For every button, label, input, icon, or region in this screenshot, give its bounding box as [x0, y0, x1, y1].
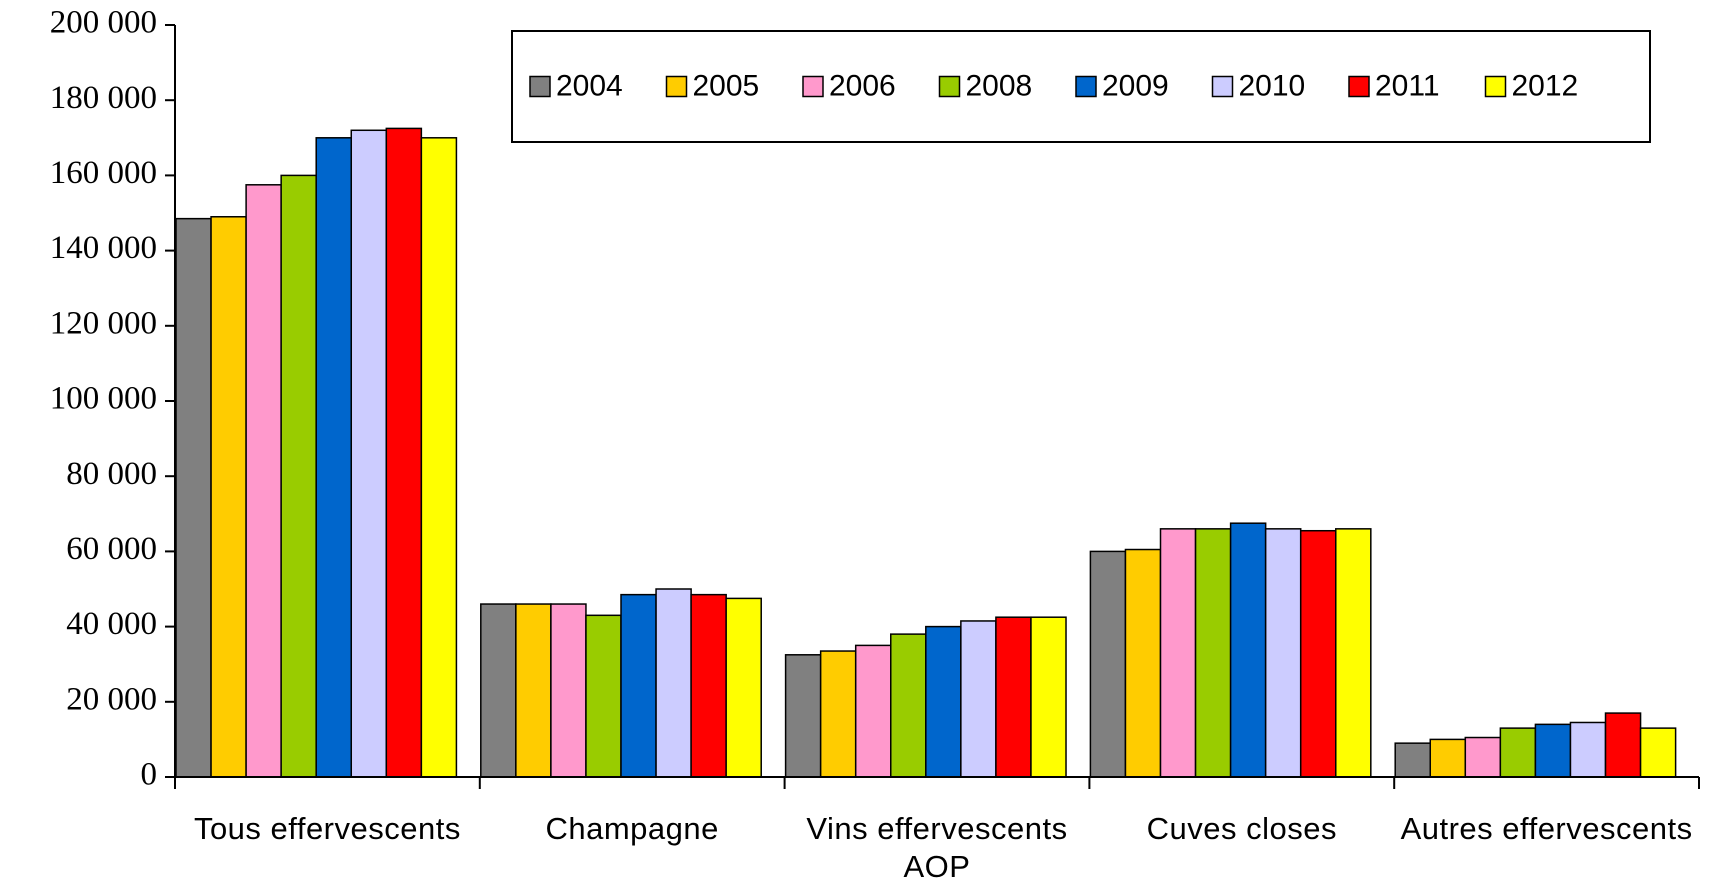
y-tick-label: 200 000 — [50, 5, 157, 41]
legend-swatch — [665, 75, 688, 98]
bar — [854, 644, 892, 778]
bar — [655, 588, 692, 778]
bar — [1429, 738, 1467, 778]
bar — [550, 603, 587, 778]
bar — [1394, 742, 1432, 778]
x-tick-label: Tous effervescents — [193, 811, 461, 846]
y-tick-label: 100 000 — [50, 381, 157, 417]
bar — [175, 217, 212, 778]
bar — [1499, 727, 1537, 778]
y-tick-label: 60 000 — [66, 531, 157, 567]
legend-swatch — [1348, 75, 1370, 98]
y-tick-label: 80 000 — [66, 456, 157, 492]
y-tick-label: 120 000 — [50, 305, 157, 341]
x-tick-label: Champagne — [545, 811, 719, 846]
bar — [1229, 522, 1267, 778]
bar — [385, 127, 423, 778]
legend-label: 2009 — [1102, 69, 1169, 102]
legend-swatch — [938, 75, 961, 98]
legend-label: 2011 — [1375, 69, 1440, 102]
bar — [1604, 712, 1642, 778]
bar — [315, 137, 353, 778]
bar — [620, 593, 657, 778]
x-tick-label: Vins effervescents AOP — [806, 811, 1068, 884]
bar — [1030, 616, 1067, 778]
bar — [1639, 727, 1677, 778]
x-tick-label: Cuves closes — [1146, 811, 1337, 846]
y-tick-label: 140 000 — [50, 230, 157, 266]
bar — [1299, 529, 1337, 778]
bar — [420, 137, 458, 778]
bar — [784, 654, 822, 778]
bar — [995, 616, 1032, 778]
legend-label: 2004 — [556, 69, 623, 102]
bar — [1194, 528, 1232, 778]
legend-swatch — [1211, 75, 1234, 98]
bar — [925, 625, 962, 778]
legend-label: 2010 — [1239, 69, 1306, 102]
legend-swatch — [1075, 75, 1097, 98]
bar — [515, 603, 552, 778]
bar — [1124, 548, 1162, 778]
bar — [690, 593, 727, 778]
bar — [1335, 528, 1372, 778]
legend-label: 2012 — [1512, 69, 1579, 102]
bar — [1569, 721, 1607, 778]
y-tick-label: 40 000 — [66, 606, 157, 642]
y-tick-label: 160 000 — [50, 155, 157, 191]
bar — [1534, 723, 1572, 778]
legend-label: 2005 — [693, 69, 760, 102]
y-tick-label: 180 000 — [50, 80, 157, 116]
bar — [280, 174, 317, 778]
bar — [1464, 736, 1502, 778]
bar — [350, 129, 388, 778]
y-tick-label: 0 — [141, 757, 158, 793]
legend-label: 2008 — [966, 69, 1033, 102]
bar — [1089, 550, 1127, 778]
bar — [1159, 528, 1197, 778]
bar — [1264, 528, 1302, 778]
legend-swatch — [802, 75, 824, 98]
x-tick-label: Autres effervescents — [1400, 811, 1693, 846]
bar — [890, 633, 927, 778]
y-tick-label: 20 000 — [66, 681, 157, 717]
bar — [210, 216, 247, 778]
bar — [725, 597, 762, 778]
bar — [245, 184, 282, 778]
bar — [819, 650, 857, 778]
bar — [960, 620, 997, 778]
bar — [585, 614, 622, 778]
legend-swatch — [1484, 75, 1507, 98]
legend-label: 2006 — [829, 69, 896, 102]
bar — [480, 603, 517, 778]
legend-swatch — [529, 75, 551, 98]
